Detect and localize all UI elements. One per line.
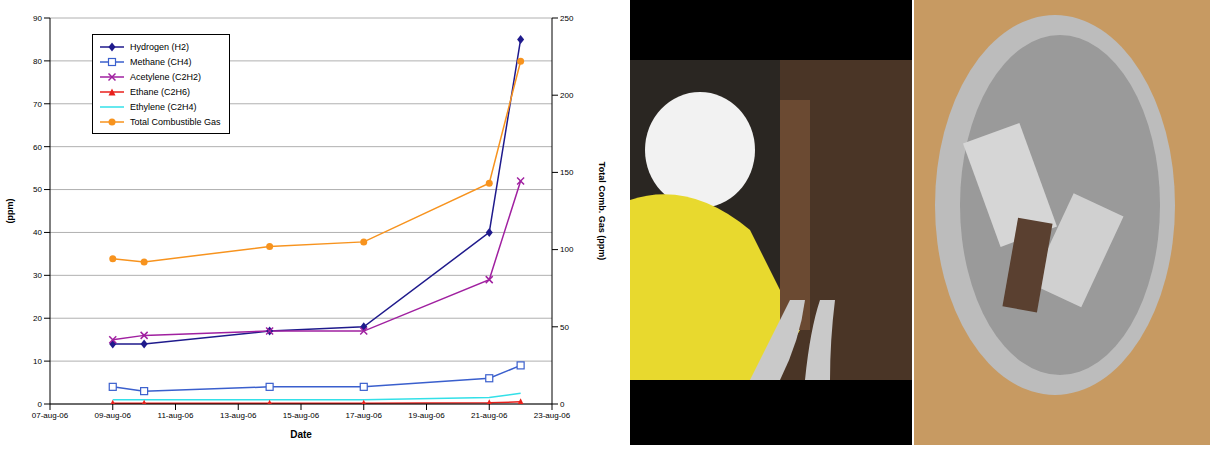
svg-text:20: 20	[33, 314, 42, 323]
svg-text:50: 50	[33, 185, 42, 194]
svg-text:250: 250	[560, 14, 574, 23]
svg-text:21-aug-06: 21-aug-06	[471, 411, 508, 420]
svg-text:200: 200	[560, 91, 574, 100]
svg-text:15-aug-06: 15-aug-06	[283, 411, 320, 420]
svg-text:(ppm): (ppm)	[5, 199, 15, 224]
svg-text:70: 70	[33, 100, 42, 109]
html-text:Hydrogen (H2): Hydrogen (H2)	[130, 41, 189, 52]
svg-text:0: 0	[560, 400, 565, 409]
html-text:Ethylene (C2H4): Ethylene (C2H4)	[130, 101, 197, 112]
svg-text:30: 30	[33, 271, 42, 280]
svg-text:07-aug-06: 07-aug-06	[32, 411, 69, 420]
html-text:Total Combustible Gas: Total Combustible Gas	[130, 116, 221, 127]
svg-text:11-aug-06: 11-aug-06	[158, 411, 194, 420]
svg-text:40: 40	[33, 228, 42, 237]
svg-text:90: 90	[33, 14, 42, 23]
html-text:Methane (CH4): Methane (CH4)	[130, 56, 192, 67]
svg-text:60: 60	[33, 143, 42, 152]
svg-text:0: 0	[38, 400, 43, 409]
svg-text:80: 80	[33, 57, 42, 66]
svg-text:50: 50	[560, 323, 569, 332]
html-text:Ethane (C2H6): Ethane (C2H6)	[130, 86, 190, 97]
svg-text:19-aug-06: 19-aug-06	[408, 411, 445, 420]
html-text:Acetylene (C2H2): Acetylene (C2H2)	[130, 71, 201, 82]
svg-text:17-aug-06: 17-aug-06	[346, 411, 383, 420]
svg-text:100: 100	[560, 245, 574, 254]
svg-text:10: 10	[33, 357, 42, 366]
svg-text:Date: Date	[290, 429, 312, 440]
svg-text:23-aug-06: 23-aug-06	[534, 411, 571, 420]
svg-text:13-aug-06: 13-aug-06	[220, 411, 257, 420]
svg-text:150: 150	[560, 168, 574, 177]
svg-text:Total Comb. Gas (ppm): Total Comb. Gas (ppm)	[597, 162, 607, 260]
svg-text:09-aug-06: 09-aug-06	[95, 411, 132, 420]
